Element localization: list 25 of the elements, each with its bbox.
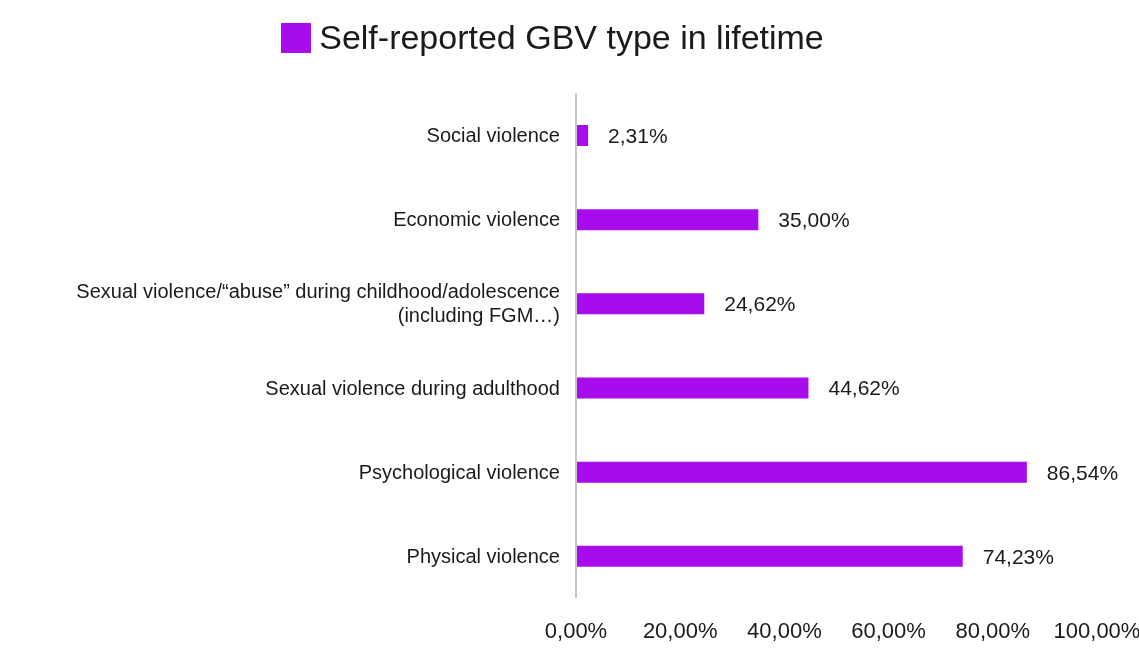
x-tick-label: 20,00%	[642, 617, 718, 643]
data-label: 35,00%	[778, 208, 850, 232]
x-tick-label: 100,00%	[1053, 617, 1139, 643]
data-label: 86,54%	[1046, 460, 1119, 484]
y-tick-label: Psychological violence	[358, 460, 560, 483]
bar	[576, 125, 589, 146]
y-tick-label: Social violence	[426, 124, 560, 147]
bar	[576, 461, 1027, 483]
y-tick-label: Economic violence	[393, 208, 560, 231]
x-tick-label: 80,00%	[955, 617, 1031, 643]
data-label: 74,23%	[982, 544, 1054, 568]
data-label: 2,31%	[608, 123, 668, 147]
y-tick-label: Physical violence	[406, 544, 560, 567]
bar	[576, 293, 705, 315]
legend-label: Self-reported GBV type in lifetime	[319, 18, 824, 57]
bar	[576, 377, 809, 399]
y-tick-label: Sexual violence/“abuse” during childhood/adolescence (including FGM…)	[76, 280, 560, 327]
x-tick-label: 60,00%	[851, 617, 926, 643]
bar	[576, 545, 963, 567]
data-label: 24,62%	[724, 292, 796, 316]
data-label: 44,62%	[828, 376, 900, 400]
y-tick-label: Sexual violence during adulthood	[265, 376, 560, 399]
x-tick-label: 0,00%	[544, 617, 608, 643]
bar	[576, 209, 759, 231]
x-tick-label: 40,00%	[747, 617, 822, 643]
